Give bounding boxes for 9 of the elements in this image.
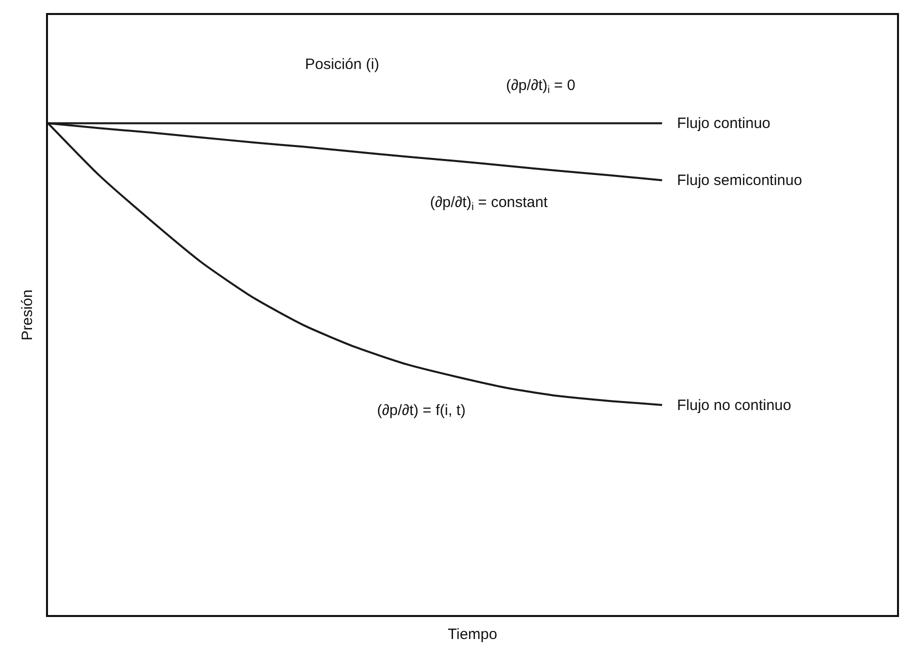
series-label: Flujo continuo <box>677 115 770 132</box>
series-label: Flujo semicontinuo <box>677 172 802 189</box>
text: (∂p/∂t)$_{i}$ = 0 <box>506 77 576 96</box>
text: Posición (i) <box>305 56 380 73</box>
annotation: (∂p/∂t)$_{i}$ = constant <box>430 194 548 214</box>
x-axis-title: Tiempo <box>448 626 498 644</box>
series-label: Flujo no continuo <box>677 397 792 414</box>
y-axis-title: Presión <box>19 290 36 340</box>
annotation: (∂p/∂t) = f(i, t) <box>377 402 466 419</box>
